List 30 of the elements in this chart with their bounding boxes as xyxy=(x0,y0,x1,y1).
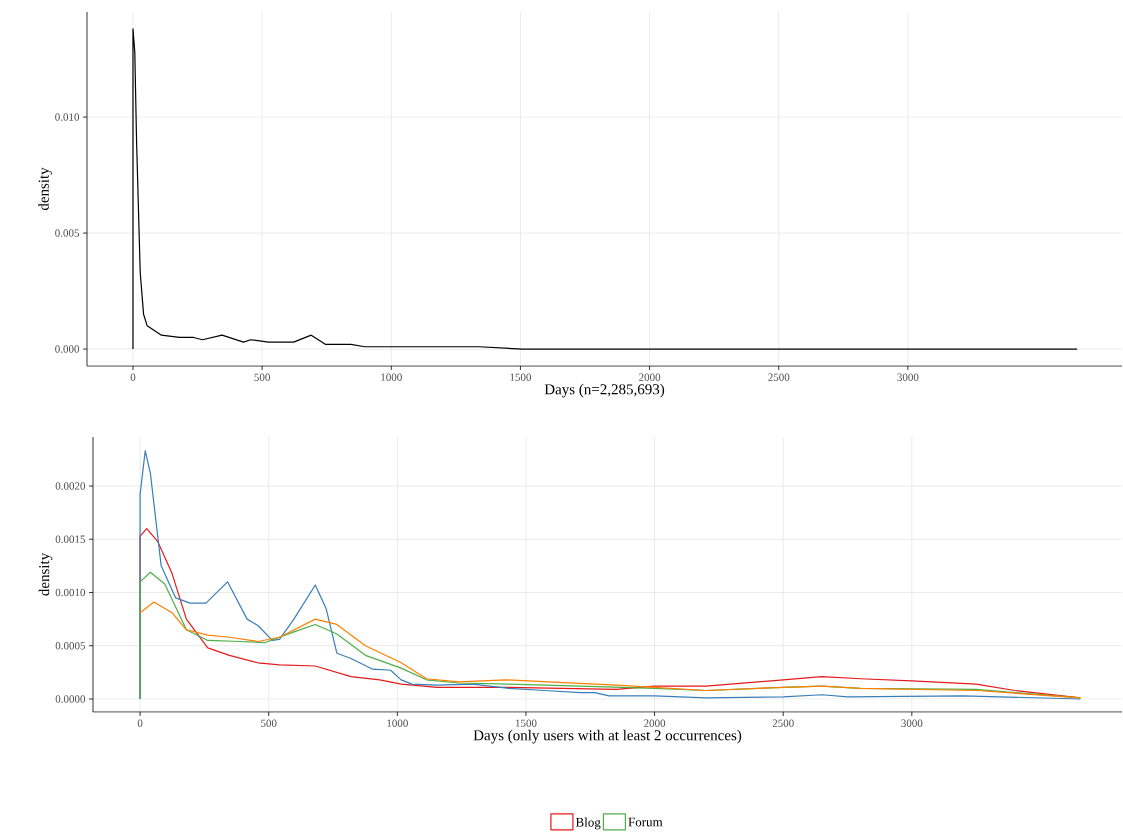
y-tick-label: 0.010 xyxy=(55,113,80,121)
line-series xyxy=(139,601,1081,699)
y-tick-label: 0.0000 xyxy=(55,695,86,703)
line-series xyxy=(139,450,1081,700)
x-tick-label: 500 xyxy=(254,373,270,381)
x-tick-label: 1000 xyxy=(387,719,408,727)
y-axis-title: density xyxy=(38,552,53,596)
y-tick-label: 0.0005 xyxy=(55,641,86,650)
x-axis-title: Days (n=2,285,693) xyxy=(544,383,665,398)
x-tick-label: 0 xyxy=(130,373,136,381)
x-tick-label: 1500 xyxy=(515,719,537,727)
y-axis-title: density xyxy=(38,167,52,210)
y-tick-label: 0.0020 xyxy=(55,482,86,490)
x-tick-label: 2500 xyxy=(772,719,794,727)
y-tick-label: 0.005 xyxy=(55,229,80,237)
x-tick-label: 2000 xyxy=(639,373,661,381)
x-tick-label: 1000 xyxy=(381,373,402,381)
y-tick-label: 0.000 xyxy=(55,345,80,353)
x-tick-label: 2000 xyxy=(644,719,666,727)
y-tick-label: 0.0010 xyxy=(55,588,86,597)
x-tick-label: 0 xyxy=(137,719,143,727)
x-tick-label: 2500 xyxy=(768,373,790,381)
legend-label: Blog xyxy=(575,817,601,830)
x-tick-label: 500 xyxy=(261,719,277,727)
x-tick-label: 3000 xyxy=(901,719,923,727)
x-axis-title: Days (only users with at least 2 occurrences) xyxy=(473,729,742,744)
y-tick-label: 0.0015 xyxy=(55,535,86,543)
legend-label: Forum xyxy=(628,817,663,827)
x-tick-label: 3000 xyxy=(897,373,919,381)
x-tick-label: 1500 xyxy=(510,373,532,381)
